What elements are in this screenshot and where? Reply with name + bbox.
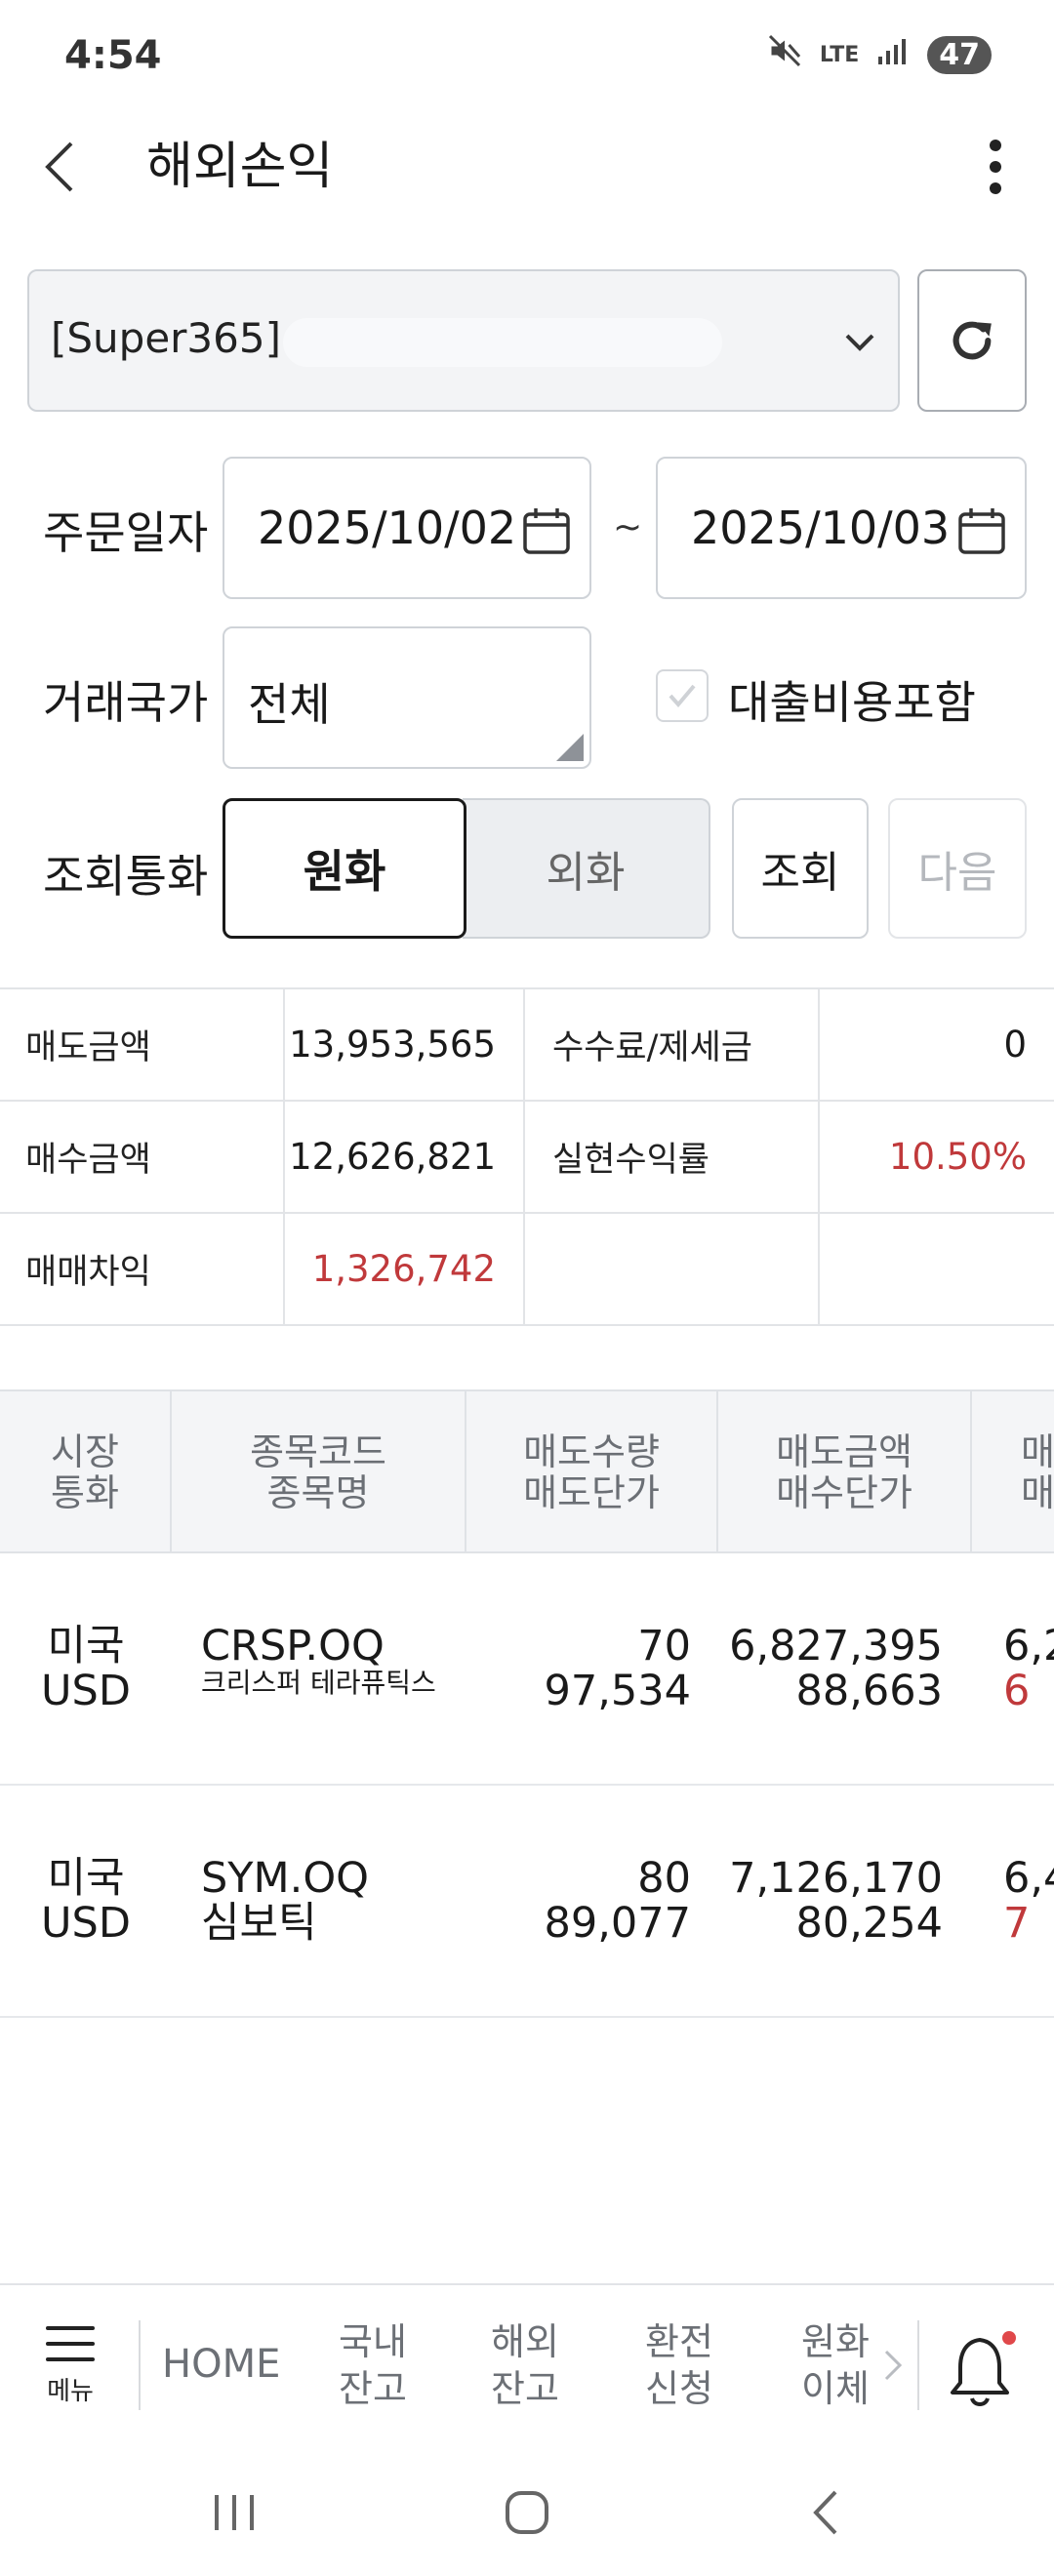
more-options-button[interactable] bbox=[966, 133, 1025, 201]
status-time: 4:54 bbox=[64, 33, 162, 78]
app-header: 해외손익 bbox=[0, 117, 1054, 215]
mute-icon bbox=[767, 33, 802, 77]
calendar-icon bbox=[958, 508, 1005, 554]
truncated-cell: 6,26 bbox=[1003, 1622, 1054, 1715]
summary-label: 매매차익 bbox=[0, 1214, 285, 1324]
back-button[interactable] bbox=[25, 133, 94, 201]
summary-value-trade-profit: 1,326,742 bbox=[285, 1214, 525, 1324]
bell-icon bbox=[951, 2331, 1016, 2406]
currency-won-toggle[interactable]: 원화 bbox=[223, 798, 466, 939]
refresh-icon bbox=[953, 321, 992, 360]
account-number: [Super365] bbox=[51, 314, 281, 362]
sell-qty-cell: 70 97,534 bbox=[544, 1622, 691, 1715]
back-icon bbox=[813, 2490, 837, 2535]
check-icon bbox=[669, 684, 696, 708]
account-mask bbox=[283, 318, 722, 367]
nav-exchange-request[interactable]: 환전 신청 bbox=[645, 2320, 713, 2410]
date-to-field[interactable]: 2025/10/03 bbox=[656, 457, 1027, 599]
summary-value: 0 bbox=[1003, 1024, 1027, 1066]
recent-apps-icon bbox=[215, 2495, 254, 2530]
country-label: 거래국가 bbox=[43, 676, 209, 729]
currency-label: 조회통화 bbox=[43, 850, 209, 903]
chevron-left-icon bbox=[45, 141, 73, 192]
column-header-sell-amount: 매도금액 매수단가 bbox=[718, 1391, 972, 1551]
summary-row: 매매차익 1,326,742 bbox=[0, 1214, 1054, 1326]
market-cell: 미국 USD bbox=[41, 1854, 131, 1948]
system-nav-bar bbox=[0, 2449, 1054, 2576]
summary-row: 매수금액 12,626,821 실현수익률 10.50% bbox=[0, 1102, 1054, 1214]
account-select[interactable]: [Super365] bbox=[27, 269, 900, 412]
stock-cell: SYM.OQ 심보틱 bbox=[201, 1854, 370, 1948]
column-header-stock: 종목코드 종목명 bbox=[172, 1391, 466, 1551]
loan-cost-checkbox[interactable] bbox=[656, 669, 709, 722]
summary-value: 12,626,821 bbox=[285, 1102, 525, 1212]
order-date-label: 주문일자 bbox=[43, 506, 209, 559]
sell-amount-cell: 6,827,395 88,663 bbox=[729, 1622, 943, 1715]
date-from-value: 2025/10/02 bbox=[258, 502, 517, 554]
bottom-nav: 메뉴 HOME 국내 잔고 해외 잔고 환전 신청 원화 이체 bbox=[0, 2283, 1054, 2449]
loan-cost-label: 대출비용포함 bbox=[728, 676, 976, 729]
nav-divider bbox=[139, 2320, 141, 2410]
nav-domestic-balance[interactable]: 국내 잔고 bbox=[339, 2320, 407, 2410]
menu-label: 메뉴 bbox=[47, 2377, 94, 2406]
sell-amount-cell: 7,126,170 80,254 bbox=[729, 1854, 943, 1948]
system-back-button[interactable] bbox=[787, 2478, 865, 2547]
date-range-separator: ~ bbox=[613, 507, 643, 547]
truncated-cell: 6,47 bbox=[1003, 1854, 1054, 1948]
summary-label: 수수료/제세금 bbox=[525, 989, 820, 1100]
country-value: 전체 bbox=[248, 678, 331, 731]
summary-label bbox=[525, 1214, 820, 1324]
battery-icon: 47 bbox=[927, 36, 992, 74]
nav-divider bbox=[917, 2320, 919, 2410]
column-header-market: 시장 통화 bbox=[0, 1391, 172, 1551]
more-vertical-icon bbox=[990, 140, 1001, 194]
status-icons: LTE 47 bbox=[767, 33, 992, 77]
home-icon bbox=[506, 2491, 548, 2534]
nav-home[interactable]: HOME bbox=[162, 2342, 281, 2387]
market-cell: 미국 USD bbox=[41, 1622, 131, 1715]
dropdown-corner-icon bbox=[556, 734, 584, 761]
page-title: 해외손익 bbox=[146, 138, 334, 196]
signal-icon bbox=[876, 36, 910, 75]
nav-overseas-balance[interactable]: 해외 잔고 bbox=[491, 2320, 559, 2410]
table-row[interactable]: 미국 USD CRSP.OQ 크리스퍼 테라퓨틱스 70 97,534 6,827,3… bbox=[0, 1555, 1054, 1786]
summary-label: 실현수익률 bbox=[525, 1102, 820, 1212]
query-button[interactable]: 조회 bbox=[732, 798, 869, 939]
summary-value: 13,953,565 bbox=[285, 989, 525, 1100]
chevron-right-icon[interactable] bbox=[878, 2346, 908, 2385]
notification-button[interactable] bbox=[947, 2328, 1021, 2412]
date-from-field[interactable]: 2025/10/02 bbox=[223, 457, 591, 599]
summary-value bbox=[820, 1214, 1054, 1324]
column-header-sell-qty: 매도수량 매도단가 bbox=[466, 1391, 718, 1551]
recent-apps-button[interactable] bbox=[195, 2478, 273, 2547]
next-button[interactable]: 다음 bbox=[888, 798, 1027, 939]
country-select[interactable]: 전체 bbox=[223, 626, 591, 769]
nav-won-transfer[interactable]: 원화 이체 bbox=[801, 2320, 870, 2410]
stock-cell: CRSP.OQ 크리스퍼 테라퓨틱스 bbox=[201, 1622, 436, 1699]
refresh-button[interactable] bbox=[917, 269, 1027, 412]
sell-qty-cell: 80 89,077 bbox=[544, 1854, 691, 1948]
chevron-down-icon bbox=[845, 334, 874, 351]
summary-table: 매도금액 13,953,565 수수료/제세금 0 매수금액 12,626,82… bbox=[0, 987, 1054, 1326]
menu-button[interactable]: 메뉴 bbox=[29, 2324, 111, 2422]
home-button[interactable] bbox=[488, 2478, 566, 2547]
lte-indicator: LTE bbox=[819, 42, 860, 67]
summary-label: 매도금액 bbox=[0, 989, 285, 1100]
calendar-icon bbox=[523, 508, 570, 554]
summary-row: 매도금액 13,953,565 수수료/제세금 0 bbox=[0, 989, 1054, 1102]
summary-label: 매수금액 bbox=[0, 1102, 285, 1212]
hamburger-icon bbox=[46, 2326, 95, 2361]
table-row[interactable]: 미국 USD SYM.OQ 심보틱 80 89,077 7,126,170 80,254… bbox=[0, 1788, 1054, 2018]
date-to-value: 2025/10/03 bbox=[691, 502, 951, 554]
currency-fx-toggle[interactable]: 외화 bbox=[463, 798, 710, 939]
status-bar: 4:54 LTE 47 bbox=[0, 0, 1054, 117]
summary-value-return-rate: 10.50% bbox=[888, 1136, 1027, 1178]
